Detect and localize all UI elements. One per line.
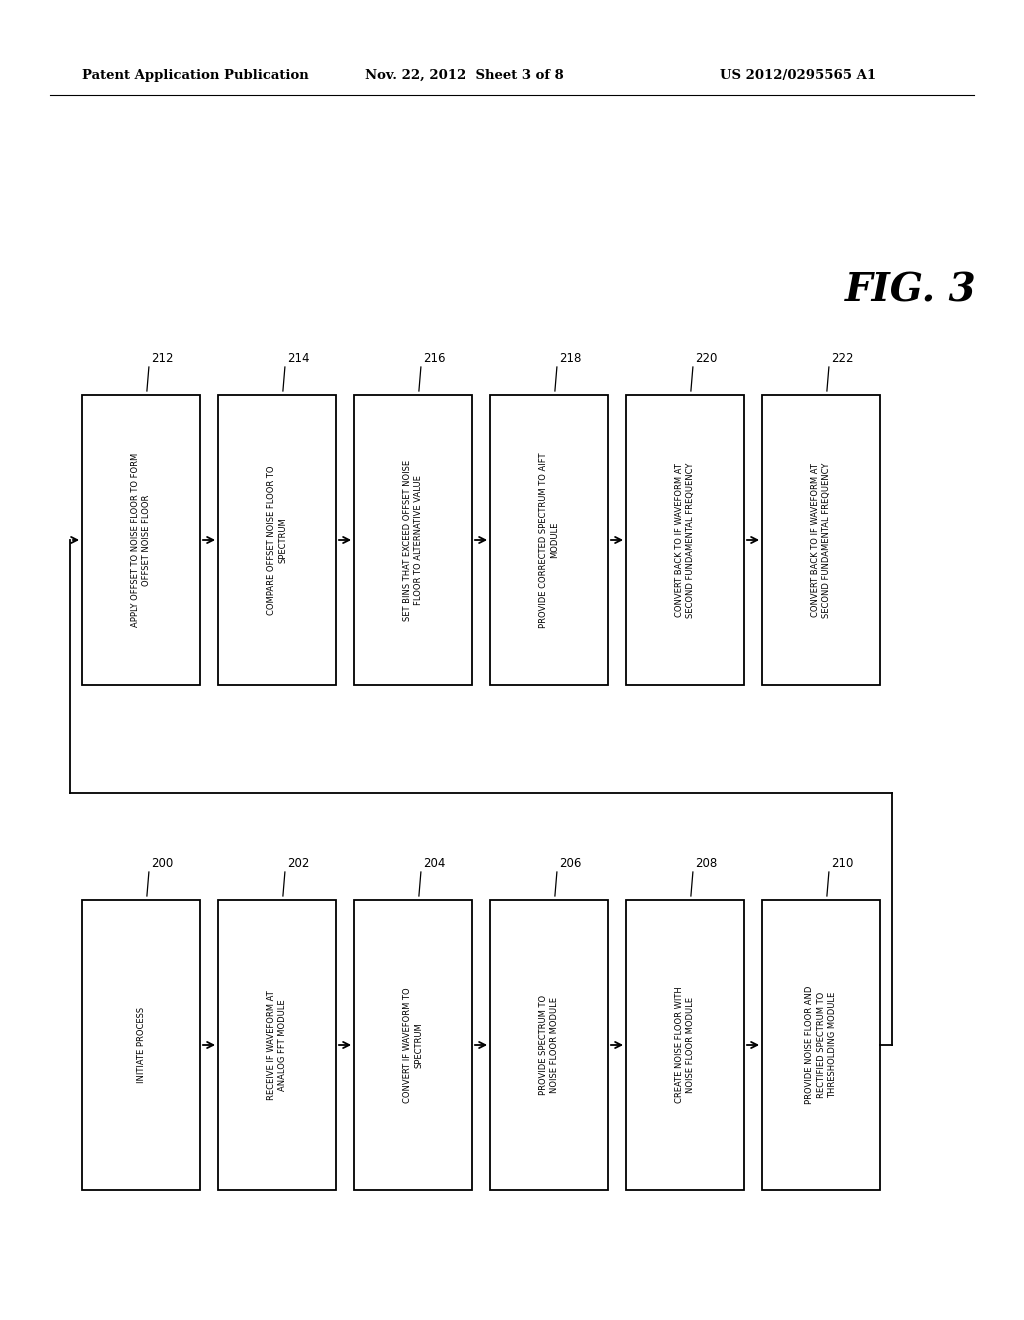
Bar — [354, 900, 472, 1191]
Text: 202: 202 — [287, 857, 309, 870]
Text: SET BINS THAT EXCEED OFFSET NOISE
FLOOR TO ALTERNATIVE VALUE: SET BINS THAT EXCEED OFFSET NOISE FLOOR … — [402, 459, 423, 620]
Bar — [762, 395, 880, 685]
Text: PROVIDE CORRECTED SPECTRUM TO AIFT
MODULE: PROVIDE CORRECTED SPECTRUM TO AIFT MODUL… — [539, 453, 559, 628]
Text: PROVIDE SPECTRUM TO
NOISE FLOOR MODULE: PROVIDE SPECTRUM TO NOISE FLOOR MODULE — [539, 995, 559, 1096]
Text: 222: 222 — [830, 352, 853, 366]
Bar — [626, 395, 744, 685]
Bar — [354, 395, 472, 685]
Text: 210: 210 — [830, 857, 853, 870]
Text: 220: 220 — [695, 352, 717, 366]
Text: Nov. 22, 2012  Sheet 3 of 8: Nov. 22, 2012 Sheet 3 of 8 — [365, 69, 564, 82]
Text: 212: 212 — [151, 352, 173, 366]
Text: CONVERT BACK TO IF WAVEFORM AT
SECOND FUNDAMENTAL FREQUENCY: CONVERT BACK TO IF WAVEFORM AT SECOND FU… — [675, 462, 695, 618]
Bar — [82, 395, 200, 685]
Text: APPLY OFFSET TO NOISE FLOOR TO FORM
OFFSET NOISE FLOOR: APPLY OFFSET TO NOISE FLOOR TO FORM OFFS… — [131, 453, 152, 627]
Bar — [218, 395, 336, 685]
Text: 214: 214 — [287, 352, 309, 366]
Text: CONVERT IF WAVEFORM TO
SPECTRUM: CONVERT IF WAVEFORM TO SPECTRUM — [402, 987, 423, 1102]
Text: Patent Application Publication: Patent Application Publication — [82, 69, 309, 82]
Text: US 2012/0295565 A1: US 2012/0295565 A1 — [720, 69, 877, 82]
Bar — [762, 900, 880, 1191]
Text: FIG. 3: FIG. 3 — [845, 271, 977, 309]
Bar — [626, 900, 744, 1191]
Text: CONVERT BACK TO IF WAVEFORM AT
SECOND FUNDAMENTAL FREQUENCY: CONVERT BACK TO IF WAVEFORM AT SECOND FU… — [811, 462, 831, 618]
Bar — [82, 900, 200, 1191]
Bar — [490, 900, 608, 1191]
Text: PROVIDE NOISE FLOOR AND
RECTIFIED SPECTRUM TO
THRESHOLDING MODULE: PROVIDE NOISE FLOOR AND RECTIFIED SPECTR… — [805, 986, 838, 1105]
Text: 204: 204 — [423, 857, 445, 870]
Text: 216: 216 — [423, 352, 445, 366]
Text: RECEIVE IF WAVEFORM AT
ANALOG FFT MODULE: RECEIVE IF WAVEFORM AT ANALOG FFT MODULE — [266, 990, 288, 1100]
Text: CREATE NOISE FLOOR WITH
NOISE FLOOR MODULE: CREATE NOISE FLOOR WITH NOISE FLOOR MODU… — [675, 986, 695, 1104]
Text: INITIATE PROCESS: INITIATE PROCESS — [136, 1007, 145, 1084]
Bar — [490, 395, 608, 685]
Text: 208: 208 — [695, 857, 717, 870]
Text: 218: 218 — [559, 352, 582, 366]
Text: 200: 200 — [151, 857, 173, 870]
Text: COMPARE OFFSET NOISE FLOOR TO
SPECTRUM: COMPARE OFFSET NOISE FLOOR TO SPECTRUM — [266, 465, 288, 615]
Bar — [218, 900, 336, 1191]
Text: 206: 206 — [559, 857, 582, 870]
